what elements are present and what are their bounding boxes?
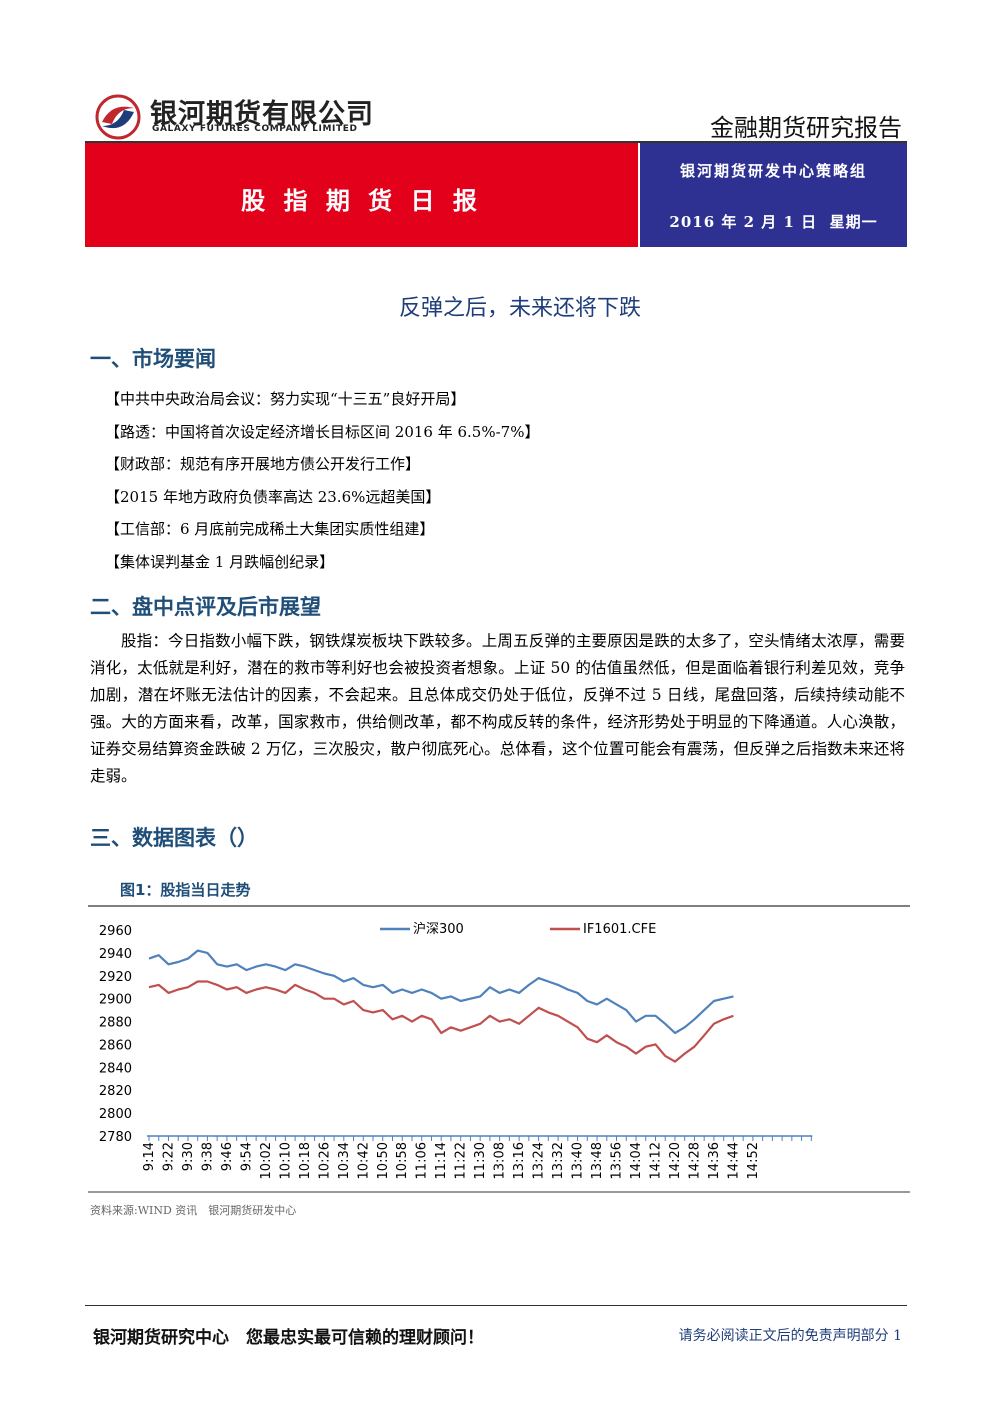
x-tick-label: 9:54 bbox=[239, 1142, 254, 1171]
footer-rule bbox=[85, 1305, 907, 1306]
legend-label: IF1601.CFE bbox=[583, 922, 656, 937]
paragraph: 股指：今日指数小幅下跌，钢铁煤炭板块下跌较多。上周五反弹的主要原因是跌的太多了，… bbox=[90, 632, 905, 785]
news-item: 【集体误判基金 1 月跌幅创纪录】 bbox=[105, 552, 335, 571]
y-tick-label: 2780 bbox=[99, 1130, 132, 1145]
x-tick-label: 11:14 bbox=[434, 1142, 449, 1179]
figure-caption: 图1：股指当日走势 bbox=[120, 881, 251, 899]
x-tick-label: 14:28 bbox=[687, 1142, 702, 1179]
x-tick-label: 14:52 bbox=[746, 1142, 761, 1179]
y-tick-label: 2800 bbox=[99, 1107, 132, 1122]
x-tick-label: 11:22 bbox=[454, 1142, 469, 1179]
x-tick-label: 14:36 bbox=[707, 1142, 722, 1179]
news-item: 【工信部：6 月底前完成稀土大集团实质性组建】 bbox=[105, 520, 435, 538]
x-tick-label: 10:50 bbox=[376, 1142, 391, 1179]
series-line bbox=[148, 949, 734, 1035]
x-tick-label: 9:14 bbox=[142, 1142, 157, 1171]
x-tick-label: 9:46 bbox=[220, 1142, 235, 1171]
chart: 2780 2800 2820 2840 2860 2880 2900 2920 2940 2960… bbox=[88, 905, 910, 1193]
y-tick-label: 2920 bbox=[99, 970, 132, 985]
news-item: 【中共中央政治局会议：努力实现“十三五”良好开局】 bbox=[105, 390, 466, 408]
banner-title: 股 指 期 货 日 报 bbox=[241, 186, 482, 215]
y-tick-label: 2820 bbox=[99, 1084, 132, 1099]
banner-info: 银河期货研发中心策略组 2016 年 2 月 1 日 星期一 bbox=[640, 143, 907, 247]
x-tick-label: 9:30 bbox=[181, 1142, 196, 1171]
x-tick-label: 10:02 bbox=[259, 1142, 274, 1179]
news-item: 【2015 年地方政府负债率高达 23.6%远超美国】 bbox=[105, 487, 441, 506]
series-line bbox=[148, 980, 734, 1063]
date: 2016 年 2 月 1 日 星期一 bbox=[669, 213, 878, 231]
y-tick-label: 2880 bbox=[99, 1016, 132, 1031]
y-tick-label: 2900 bbox=[99, 993, 132, 1008]
section-heading: 一、市场要闻 bbox=[90, 347, 216, 371]
x-tick-label: 13:56 bbox=[610, 1142, 625, 1179]
x-tick-label: 9:38 bbox=[200, 1142, 215, 1171]
report-type: 金融期货研究报告 bbox=[710, 114, 902, 142]
x-tick-label: 10:34 bbox=[337, 1142, 352, 1179]
x-tick-label: 13:32 bbox=[551, 1142, 566, 1179]
section-heading: 二、盘中点评及后市展望 bbox=[90, 595, 321, 619]
x-tick-label: 13:40 bbox=[571, 1142, 586, 1179]
news-item: 【路透：中国将首次设定经济增长目标区间 2016 年 6.5%-7%】 bbox=[105, 422, 540, 441]
x-tick-label: 13:48 bbox=[590, 1142, 605, 1179]
x-tick-label: 9:22 bbox=[161, 1142, 176, 1171]
slogan: 银河期货研究中心 您最忠实最可信赖的理财顾问！ bbox=[93, 1328, 484, 1348]
report-title: 反弹之后，未来还将下跌 bbox=[398, 296, 641, 321]
x-tick-label: 14:44 bbox=[726, 1142, 741, 1179]
disclaimer-text: 请务必阅读正文后的免责声明部分 bbox=[678, 1328, 889, 1344]
x-tick-label: 10:26 bbox=[317, 1142, 332, 1179]
disclaimer: 请务必阅读正文后的免责声明部分 1 bbox=[679, 1325, 902, 1345]
x-tick-label: 13:16 bbox=[512, 1142, 527, 1179]
company-name-en: GALAXY FUTURES COMPANY LIMITED bbox=[152, 124, 358, 134]
news-item: 【财政部：规范有序开展地方债公开发行工作】 bbox=[105, 455, 421, 473]
y-tick-label: 2960 bbox=[99, 924, 132, 939]
y-tick-label: 2840 bbox=[99, 1061, 132, 1076]
x-tick-label: 14:12 bbox=[648, 1142, 663, 1179]
page-number: 1 bbox=[893, 1328, 902, 1344]
x-tick-label: 10:58 bbox=[395, 1142, 410, 1179]
logo bbox=[95, 94, 141, 140]
x-tick-label: 11:30 bbox=[473, 1142, 488, 1179]
x-tick-label: 14:20 bbox=[668, 1142, 683, 1179]
y-tick-label: 2860 bbox=[99, 1038, 132, 1053]
x-tick-label: 10:18 bbox=[298, 1142, 313, 1179]
x-tick-label: 14:04 bbox=[629, 1142, 644, 1179]
section-heading: 三、数据图表（） bbox=[90, 826, 258, 850]
x-tick-label: 10:10 bbox=[278, 1142, 293, 1179]
company-name: 银河期货有限公司 bbox=[150, 99, 374, 130]
header-rule bbox=[85, 141, 907, 143]
source: 资料来源:WIND 资讯 银河期货研发中心 bbox=[90, 1204, 297, 1217]
x-tick-label: 11:06 bbox=[415, 1142, 430, 1179]
legend-label: 沪深300 bbox=[413, 921, 464, 937]
x-tick-label: 13:08 bbox=[493, 1142, 508, 1179]
team: 银河期货研发中心策略组 bbox=[679, 162, 867, 180]
banner: 股 指 期 货 日 报 bbox=[85, 143, 638, 247]
x-tick-label: 10:42 bbox=[356, 1142, 371, 1179]
x-tick-label: 13:24 bbox=[532, 1142, 547, 1179]
y-tick-label: 2940 bbox=[99, 947, 132, 962]
